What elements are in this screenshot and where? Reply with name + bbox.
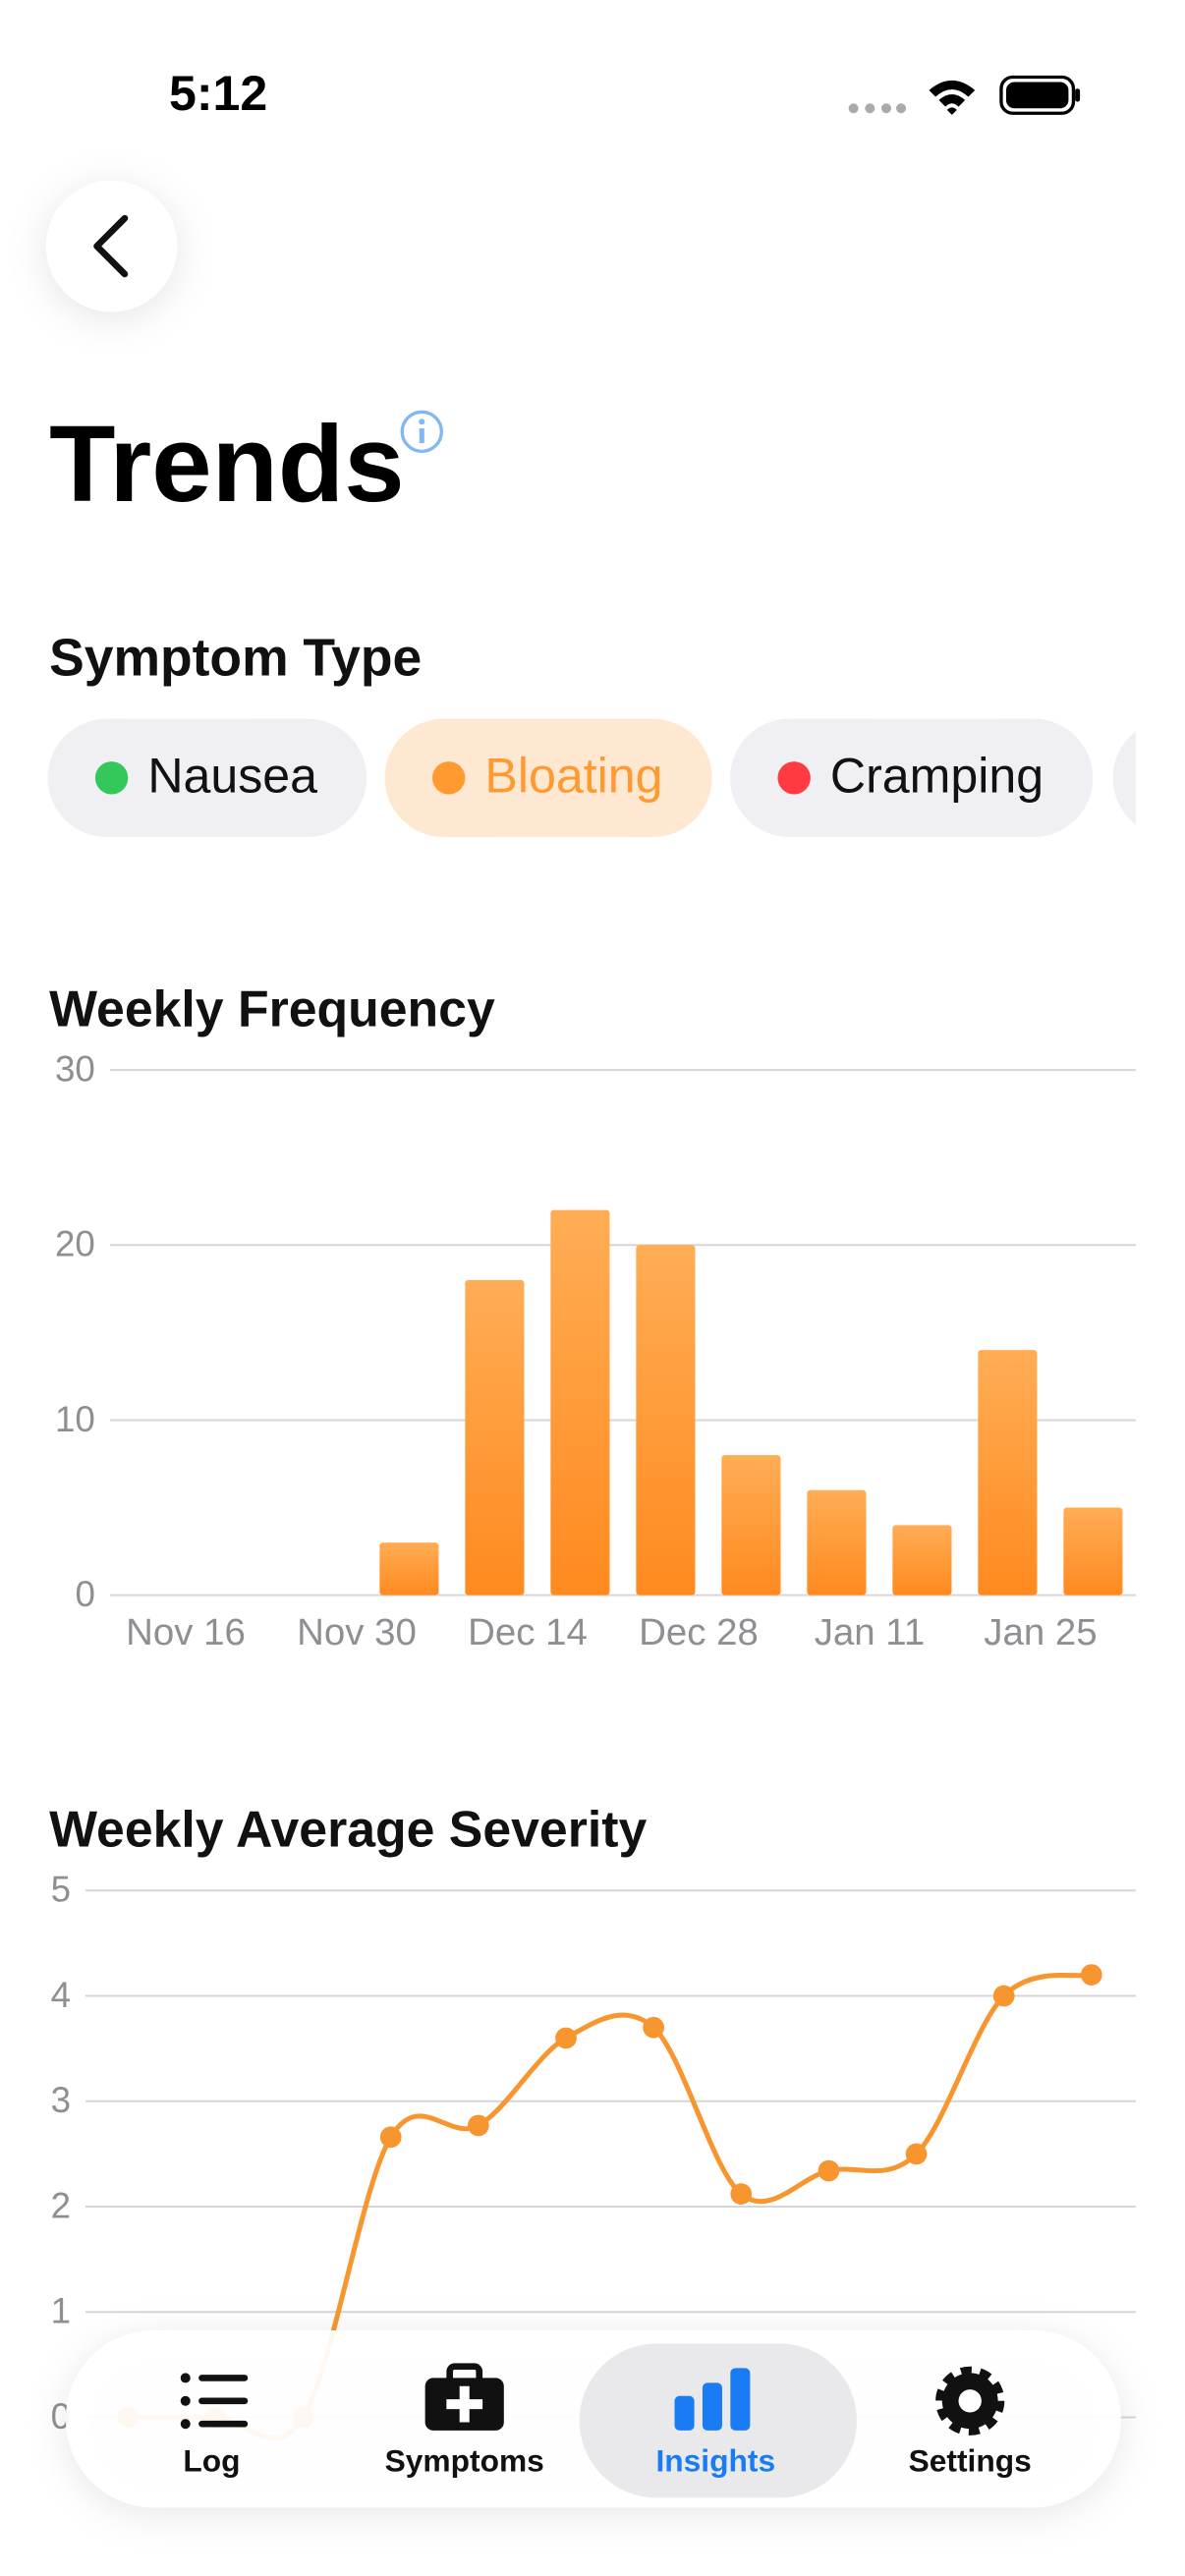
tab-bar: Log Symptoms Insights Settings [65, 2329, 1121, 2508]
x-tick-label: Jan 11 [815, 1611, 925, 1653]
bar [550, 1209, 610, 1596]
info-button[interactable] [400, 410, 444, 454]
point [643, 2016, 664, 2039]
y-tick-label: 3 [51, 2080, 71, 2120]
x-tick-label: Nov 16 [126, 1611, 246, 1653]
chip-bg [384, 718, 712, 837]
y-tick-label: 5 [51, 1870, 71, 1910]
point [730, 2183, 753, 2206]
point [905, 2143, 928, 2165]
bar [636, 1245, 696, 1596]
chip[interactable]: Cramping [730, 718, 1094, 837]
chip[interactable]: Nausea [47, 718, 367, 837]
tab-icon [935, 2366, 1005, 2436]
y-tick-label: 20 [55, 1224, 95, 1264]
x-tick-label: Dec 14 [468, 1611, 588, 1653]
chip-dot [777, 761, 811, 795]
back-button[interactable] [45, 180, 178, 312]
y-tick-label: 0 [51, 2396, 71, 2436]
x-tick-label: Nov 30 [297, 1611, 417, 1653]
bar [892, 1525, 952, 1596]
status-icons [848, 75, 1081, 115]
bar [465, 1279, 525, 1596]
chip-label: Cramping [830, 749, 1044, 804]
chip-label: Bloating [484, 749, 662, 804]
filter-label: Symptom Type [49, 629, 422, 687]
chart-title: Weekly Average Severity [49, 1801, 647, 1858]
chip-row: Nausea Bloating Cramping [47, 718, 1185, 837]
tab-label: Settings [909, 2443, 1032, 2479]
page-title: Trends [49, 404, 404, 525]
y-tick-label: 2 [51, 2185, 71, 2225]
tab-label: Symptoms [385, 2443, 544, 2479]
tab-icon [674, 2368, 751, 2431]
point [1080, 1964, 1102, 1986]
x-tick-label: Jan 25 [984, 1611, 1097, 1653]
y-tick-label: 4 [51, 1975, 71, 2015]
chip[interactable]: Bloating [384, 718, 712, 837]
tab-icon [180, 2373, 249, 2430]
y-tick-label: 30 [55, 1048, 95, 1089]
y-tick-label: 0 [75, 1574, 94, 1614]
bar [807, 1489, 867, 1596]
chip-dot [431, 761, 466, 795]
bar [1063, 1507, 1123, 1596]
bar [721, 1455, 781, 1596]
point [818, 2159, 840, 2182]
tab-label: Log [183, 2443, 240, 2479]
tab-item[interactable]: Insights [579, 2343, 857, 2498]
tab-label: Insights [655, 2443, 775, 2479]
bar [379, 1542, 439, 1596]
point [467, 2114, 489, 2137]
tab-item[interactable]: Log [180, 2373, 249, 2479]
point [555, 2027, 577, 2049]
tab-item[interactable]: Symptoms [385, 2363, 544, 2479]
point [992, 1985, 1015, 2007]
chip-partial[interactable] [1112, 719, 1185, 837]
chip-bg [730, 718, 1094, 837]
chip-bg [47, 718, 367, 837]
chip-label: Nausea [147, 749, 317, 804]
x-tick-label: Dec 28 [639, 1611, 759, 1653]
y-tick-label: 10 [55, 1399, 95, 1439]
tab-item[interactable]: Settings [909, 2366, 1032, 2479]
y-tick-label: 1 [51, 2291, 71, 2331]
bar [978, 1350, 1038, 1596]
tab-icon [424, 2363, 504, 2431]
chip-dot [94, 761, 129, 795]
status-time: 5:12 [169, 66, 267, 121]
chart-title: Weekly Frequency [49, 980, 495, 1036]
point [379, 2126, 402, 2149]
